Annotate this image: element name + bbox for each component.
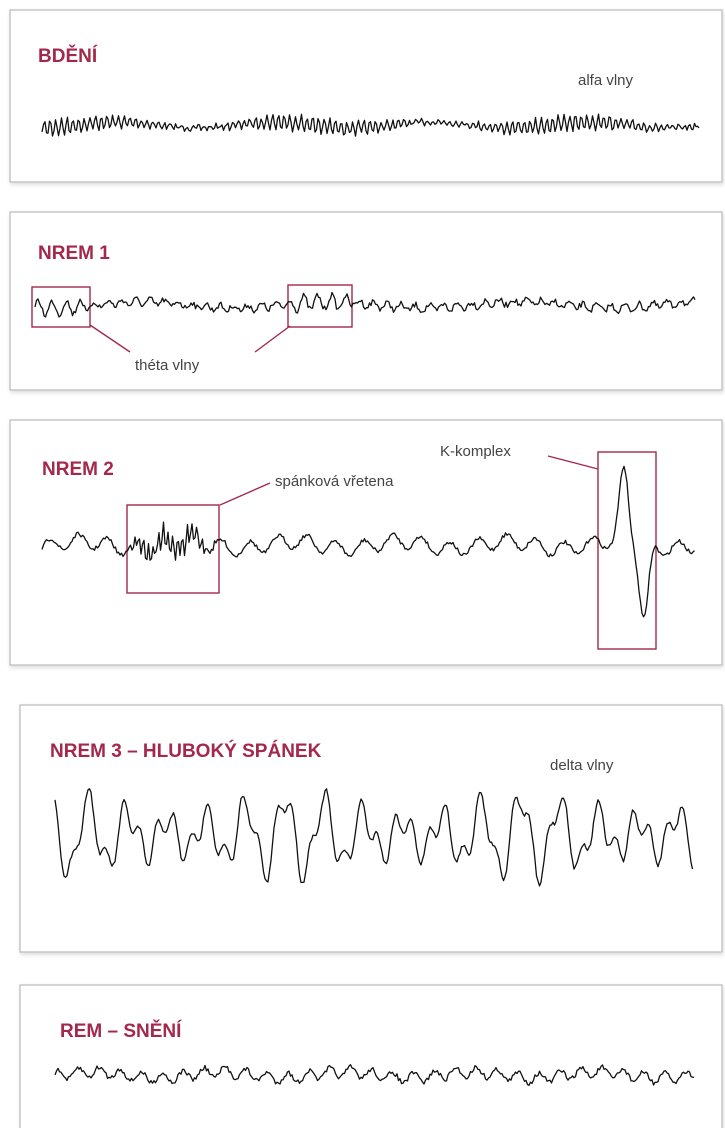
panel: [9, 9, 723, 183]
pointer-line: [254, 325, 291, 353]
panel-title: NREM 2: [42, 459, 114, 480]
eeg-wave: [41, 465, 695, 618]
annotation: alfa vlny: [578, 72, 634, 89]
pointer-line: [219, 482, 271, 506]
eeg-wave: [34, 291, 696, 318]
panel: [19, 704, 723, 953]
annotation: théta vlny: [135, 357, 200, 374]
panel-title: REM – SNĚNÍ: [60, 1020, 182, 1042]
annotation: K-komplex: [440, 443, 511, 460]
panel-title: BDĚNÍ: [38, 45, 98, 67]
annotation: spánková vřetena: [275, 473, 394, 490]
pointer-line: [547, 455, 599, 470]
panel: [19, 984, 723, 1128]
eeg-wave: [54, 788, 694, 887]
eeg-wave: [54, 1064, 695, 1086]
pointer-line: [89, 324, 131, 353]
highlight-box: [597, 451, 657, 650]
eeg-wave: [41, 113, 700, 137]
annotation: delta vlny: [550, 757, 614, 774]
panel-title: NREM 3 – HLUBOKÝ SPÁNEK: [50, 740, 322, 762]
highlight-box: [126, 504, 220, 594]
panel: [9, 211, 723, 391]
panel-title: NREM 1: [38, 243, 110, 264]
